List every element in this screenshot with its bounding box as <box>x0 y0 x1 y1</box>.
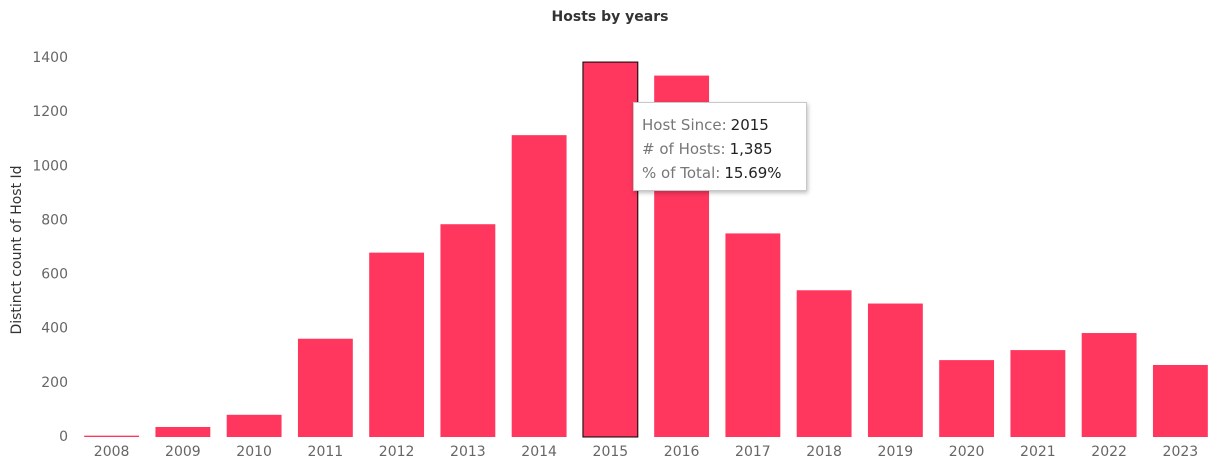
x-tick-label: 2022 <box>1091 444 1127 460</box>
bar-2012[interactable] <box>369 252 425 437</box>
x-tick-label: 2014 <box>521 444 557 460</box>
x-tick-label: 2015 <box>593 444 629 460</box>
bar-2014[interactable] <box>511 135 567 437</box>
y-tick-label: 200 <box>41 375 68 391</box>
y-tick-label: 600 <box>41 267 68 283</box>
bar-2021[interactable] <box>1010 350 1066 437</box>
bar-2020[interactable] <box>939 360 995 437</box>
x-tick-label: 2010 <box>236 444 272 460</box>
bar-2018[interactable] <box>796 290 852 437</box>
bar-2009[interactable] <box>155 426 211 437</box>
x-tick-label: 2016 <box>664 444 700 460</box>
bar-2022[interactable] <box>1081 333 1137 437</box>
x-tick-label: 2009 <box>165 444 201 460</box>
hover-tooltip: Host Since: 2015 # of Hosts: 1,385 % of To… <box>633 102 807 191</box>
tooltip-row-host-count: # of Hosts: 1,385 <box>642 137 798 161</box>
bar-2019[interactable] <box>867 303 923 437</box>
tooltip-key: % of Total: <box>642 164 721 182</box>
x-tick-label: 2018 <box>806 444 842 460</box>
tooltip-value: 2015 <box>730 116 769 134</box>
x-tick-label: 2021 <box>1020 444 1056 460</box>
x-tick-label: 2023 <box>1163 444 1199 460</box>
y-tick-label: 1000 <box>32 158 68 174</box>
bar-2013[interactable] <box>440 224 496 437</box>
bar-2010[interactable] <box>226 414 282 437</box>
bar-2008[interactable] <box>84 435 140 437</box>
bar-2017[interactable] <box>725 233 781 437</box>
y-tick-label: 400 <box>41 321 68 337</box>
y-tick-label: 1200 <box>32 104 68 120</box>
x-tick-label: 2013 <box>450 444 486 460</box>
bar-2015[interactable] <box>582 61 639 438</box>
x-tick-label: 2019 <box>878 444 914 460</box>
x-tick-label: 2011 <box>308 444 344 460</box>
bar-2011[interactable] <box>297 338 353 437</box>
tooltip-row-percent-total: % of Total: 15.69% <box>642 161 798 185</box>
x-tick-label: 2017 <box>735 444 771 460</box>
bar-2023[interactable] <box>1152 364 1208 437</box>
tooltip-row-host-since: Host Since: 2015 <box>642 113 798 137</box>
x-tick-label: 2008 <box>94 444 130 460</box>
y-tick-label: 0 <box>59 429 68 445</box>
tooltip-value: 15.69% <box>724 164 782 182</box>
chart-title: Hosts by years <box>551 9 669 25</box>
y-tick-label: 1400 <box>32 50 68 66</box>
x-tick-label: 2020 <box>949 444 985 460</box>
y-tick-label: 800 <box>41 212 68 228</box>
x-tick-label: 2012 <box>379 444 415 460</box>
tooltip-value: 1,385 <box>729 140 773 158</box>
tooltip-key: Host Since: <box>642 116 727 134</box>
tooltip-key: # of Hosts: <box>642 140 726 158</box>
